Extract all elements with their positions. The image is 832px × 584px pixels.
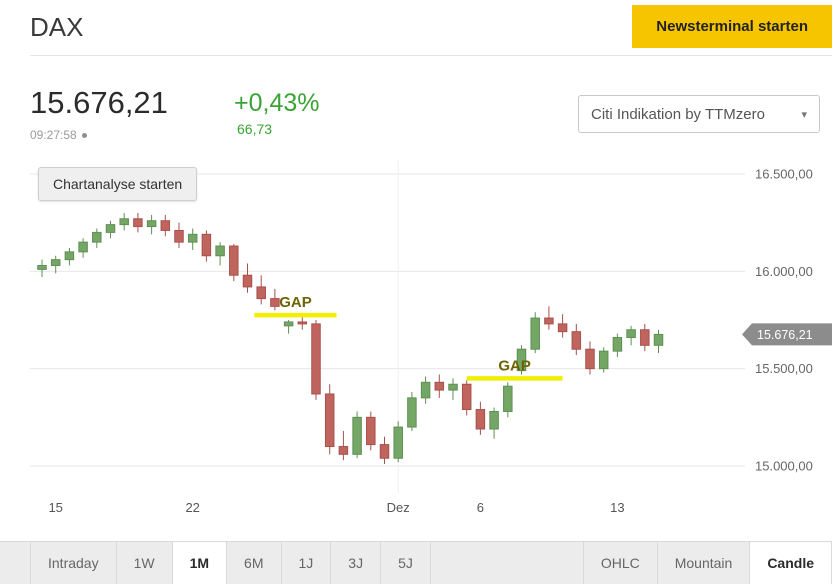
range-button-1m[interactable]: 1M — [172, 542, 228, 584]
range-button-5j[interactable]: 5J — [381, 542, 431, 584]
svg-text:22: 22 — [185, 500, 199, 515]
range-button-1w[interactable]: 1W — [117, 542, 173, 584]
range-button-intraday[interactable]: Intraday — [31, 542, 117, 584]
range-button-1j[interactable]: 1J — [282, 542, 332, 584]
change-absolute: 66,73 — [237, 121, 273, 137]
live-dot-icon — [81, 133, 87, 139]
chevron-down-icon: ▾ — [801, 108, 807, 121]
page-title: DAX — [30, 12, 84, 42]
range-button-3j[interactable]: 3J — [331, 542, 382, 584]
quote-time-text: 09:27:58 — [30, 128, 77, 142]
svg-text:16.500,00: 16.500,00 — [755, 167, 813, 182]
range-button-6m[interactable]: 6M — [227, 542, 282, 584]
header-divider — [30, 55, 832, 56]
change-percent: +0,43% — [234, 89, 320, 117]
chart-type-button-ohlc[interactable]: OHLC — [584, 542, 658, 584]
svg-text:15.500,00: 15.500,00 — [755, 361, 813, 376]
current-price: 15.676,21 — [30, 85, 168, 120]
range-button-group: Intraday 1W 1M 6M 1J 3J 5J — [30, 542, 431, 584]
svg-text:15.000,00: 15.000,00 — [755, 459, 813, 474]
svg-text:13: 13 — [610, 500, 624, 515]
indication-select[interactable]: Citi Indikation by TTMzero ▾ — [578, 95, 820, 133]
chart-toolbar: Intraday 1W 1M 6M 1J 3J 5J OHLC Mountain Candle — [0, 541, 832, 584]
svg-text:Dez: Dez — [387, 500, 410, 515]
svg-text:16.000,00: 16.000,00 — [755, 264, 813, 279]
candlestick-chart[interactable]: 16.500,00 16.000,00 15.500,00 15.000,00 GAP G… — [30, 148, 832, 530]
svg-text:GAP: GAP — [279, 294, 312, 311]
chartanalyse-button[interactable]: Chartanalyse starten — [38, 167, 198, 201]
svg-text:6: 6 — [477, 500, 484, 515]
chart-area: 16.500,00 16.000,00 15.500,00 15.000,00 GAP G… — [30, 148, 832, 530]
svg-text:GAP: GAP — [498, 357, 531, 374]
indication-select-value: Citi Indikation by TTMzero — [591, 105, 765, 123]
svg-text:15.676,21: 15.676,21 — [757, 328, 813, 342]
chart-type-button-mountain[interactable]: Mountain — [658, 542, 751, 584]
newsterminal-button[interactable]: Newsterminal starten — [632, 5, 832, 48]
chart-type-button-group: OHLC Mountain Candle — [582, 542, 832, 584]
quote-timestamp: 09:27:58 — [30, 128, 87, 142]
chart-type-button-candle[interactable]: Candle — [750, 542, 832, 584]
svg-text:15: 15 — [48, 500, 62, 515]
